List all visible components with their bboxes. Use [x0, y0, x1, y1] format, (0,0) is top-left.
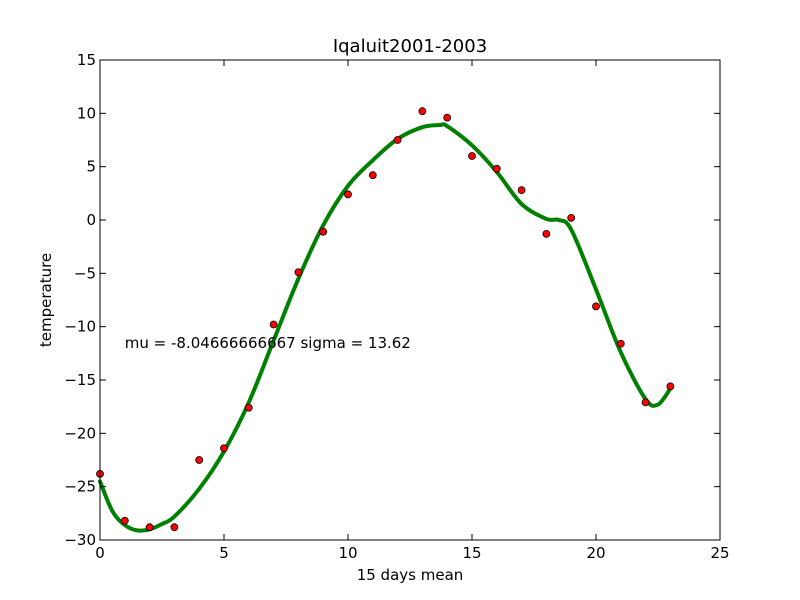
data-points-layer — [96, 107, 675, 532]
chart-title: Iqaluit2001-2003 — [333, 36, 487, 57]
x-tick-label: 25 — [710, 544, 729, 562]
x-axis-label: 15 days mean — [357, 566, 464, 584]
y-tick-label: 10 — [77, 104, 96, 122]
data-point — [616, 339, 625, 348]
x-tick-label: 10 — [338, 544, 357, 562]
data-point — [443, 113, 452, 122]
y-tick-label: 15 — [77, 51, 96, 69]
data-point — [393, 136, 402, 144]
x-tick-label: 0 — [95, 544, 105, 562]
x-tick-label: 5 — [219, 544, 229, 562]
data-point — [319, 227, 328, 236]
data-point — [195, 456, 204, 464]
stats-annotation: mu = -8.04666666667 sigma = 13.62 — [125, 334, 411, 352]
y-tick-label: −5 — [74, 264, 96, 282]
y-tick-label: −10 — [64, 318, 96, 336]
data-point — [592, 302, 600, 311]
fit-curve-layer — [98, 122, 673, 533]
axis-ticks-layer: 0 5 10 15 20 25 −30 −25 −20 −15 −10 −5 0 5 10 15 — [64, 51, 729, 562]
data-point — [220, 444, 228, 453]
y-tick-label: −25 — [64, 478, 96, 496]
data-point — [542, 229, 551, 238]
data-point — [170, 523, 179, 532]
data-point — [120, 516, 129, 525]
y-tick-label: −20 — [64, 424, 96, 442]
data-point — [418, 107, 427, 116]
data-point — [368, 171, 377, 180]
data-point — [492, 164, 501, 173]
y-tick-label: 5 — [86, 158, 96, 176]
fit-curve — [98, 122, 673, 533]
data-point — [294, 268, 303, 277]
data-point — [567, 213, 576, 222]
y-tick-label: −15 — [64, 371, 96, 389]
data-point — [269, 320, 278, 329]
y-axis-label: temperature — [37, 253, 55, 347]
plot-frame — [99, 59, 721, 541]
data-point — [468, 152, 476, 160]
plot-area — [100, 60, 720, 540]
data-point — [666, 382, 675, 391]
y-tick-label: −30 — [64, 531, 96, 549]
data-point — [641, 398, 650, 407]
x-tick-label: 20 — [586, 544, 605, 562]
y-tick-label: 0 — [86, 211, 96, 229]
data-point — [244, 403, 253, 412]
x-tick-label: 15 — [462, 544, 481, 562]
data-point — [344, 190, 352, 199]
data-point — [145, 523, 154, 532]
data-point — [517, 186, 526, 195]
